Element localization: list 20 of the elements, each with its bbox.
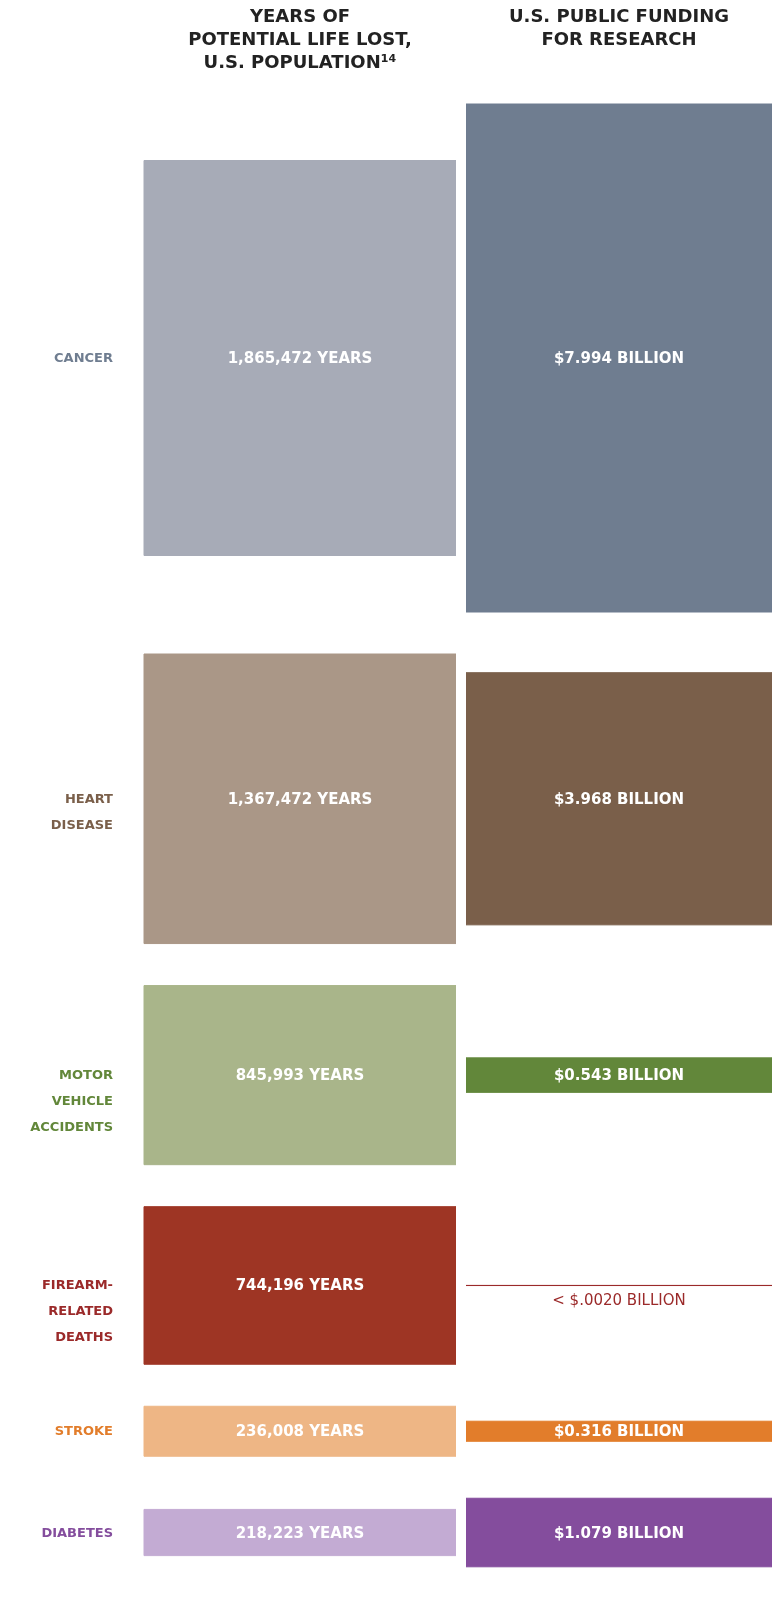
data-label: 236,008 YEARS bbox=[235, 1422, 365, 1441]
data-label: 744,196 YEARS bbox=[235, 1276, 365, 1295]
data-label: 845,993 YEARS bbox=[235, 1066, 365, 1085]
data-label: < $.0020 BILLION bbox=[552, 1290, 686, 1309]
data-label: $1.079 BILLION bbox=[553, 1523, 685, 1542]
category-label: DIABETES bbox=[41, 1524, 113, 1540]
category-label: MOTOR VEHICLE ACCIDENTS bbox=[30, 1067, 113, 1135]
data-label: 1,865,472 YEARS bbox=[227, 349, 373, 367]
category-label: FIREARM- RELATED DEATHS bbox=[41, 1277, 114, 1345]
category-label: STROKE bbox=[54, 1423, 113, 1439]
category-label: CANCER bbox=[54, 350, 113, 365]
data-label: 1,367,472 YEARS bbox=[227, 789, 373, 808]
data-label: 218,223 YEARS bbox=[235, 1523, 365, 1542]
category-label: HEART DISEASE bbox=[50, 790, 114, 832]
data-label: $0.316 BILLION bbox=[553, 1422, 685, 1441]
data-label: $0.543 BILLION bbox=[553, 1066, 685, 1085]
text: YEARS OF POTENTIAL LIFE LOST, U.S. POPULATION¹⁴ bbox=[188, 5, 412, 72]
text: U.S. PUBLIC FUNDING FOR RESEARCH bbox=[508, 5, 730, 49]
data-label: $7.994 BILLION bbox=[553, 349, 685, 367]
data-label: $3.968 BILLION bbox=[553, 789, 685, 808]
